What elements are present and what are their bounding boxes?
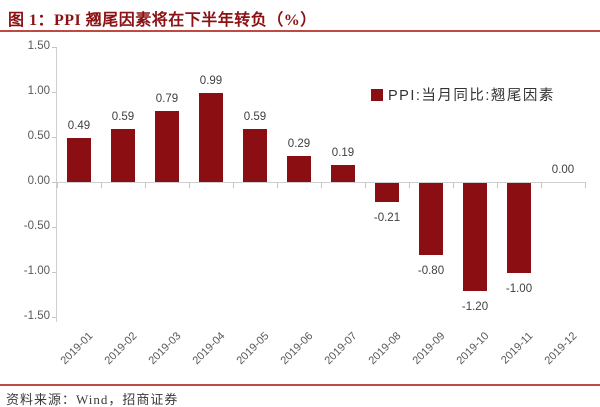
y-axis-tick-label: 0.00 [27,175,50,187]
y-axis-tick-label: -1.00 [23,265,50,277]
y-axis-tick-label: 1.50 [27,40,50,52]
y-axis-tick [52,227,57,228]
bar-chart: PPI:当月同比:翘尾因素 1.50 1.00 0.50 0.00 -0.50 -1.00… [0,40,600,380]
figure-title: 图 1：PPI 翘尾因素将在下半年转负（%） [8,12,317,29]
x-axis-tick [57,183,58,188]
bar [111,128,135,182]
bar-value-label: 0.29 [287,137,311,150]
y-axis-tick-label: 0.50 [27,130,50,142]
bar-value-label: 0.99 [199,74,223,87]
bar-value-label: 0.79 [155,92,179,105]
bar [199,92,223,182]
bar [331,164,355,182]
x-axis-tick [145,183,146,188]
y-axis-tick [52,317,57,318]
bar [287,155,311,182]
y-axis-line [56,47,57,322]
bar-value-label: 0.19 [331,146,355,159]
y-axis-tick [52,47,57,48]
bar-value-label: -1.20 [461,301,489,313]
x-axis-tick [321,183,322,188]
zero-axis-line [57,182,586,183]
x-axis-tick [541,183,542,188]
bar [419,183,443,255]
footer-divider [0,384,600,386]
bar-value-label: -0.80 [417,265,445,277]
x-axis-tick [365,183,366,188]
bar [463,183,487,291]
legend-series-label: PPI:当月同比:翘尾因素 [388,88,555,104]
bar-value-label: -0.21 [373,211,401,224]
chart-legend: PPI:当月同比:翘尾因素 [371,84,555,105]
x-axis-tick [189,183,190,188]
y-axis-tick-label: -1.50 [23,310,50,322]
legend-series-swatch-icon [371,88,383,101]
x-axis-tick [233,183,234,188]
y-axis-tick-label: -0.50 [23,220,50,232]
x-axis-tick [585,183,586,188]
x-axis-tick [409,183,410,188]
y-axis-tick [52,92,57,93]
source-note: 资料来源：Wind，招商证券 [6,392,179,407]
x-axis-tick [453,183,454,188]
title-divider [0,30,600,32]
bar [67,137,91,182]
bar [375,183,399,202]
bar [243,128,267,182]
y-axis-tick [52,182,57,183]
x-axis-tick [101,183,102,188]
bar-value-label: 0.49 [67,119,91,132]
x-axis-tick [497,183,498,188]
y-axis-tick [52,137,57,138]
bar [155,110,179,182]
bar-value-label: -1.00 [505,283,533,295]
x-axis-tick [277,183,278,188]
bar-value-label: 0.59 [111,110,135,123]
bar-value-label: 0.59 [243,110,267,123]
y-axis-tick-label: 1.00 [27,85,50,97]
bar [507,183,531,273]
bar-value-label: 0.00 [551,164,575,176]
y-axis-tick [52,272,57,273]
